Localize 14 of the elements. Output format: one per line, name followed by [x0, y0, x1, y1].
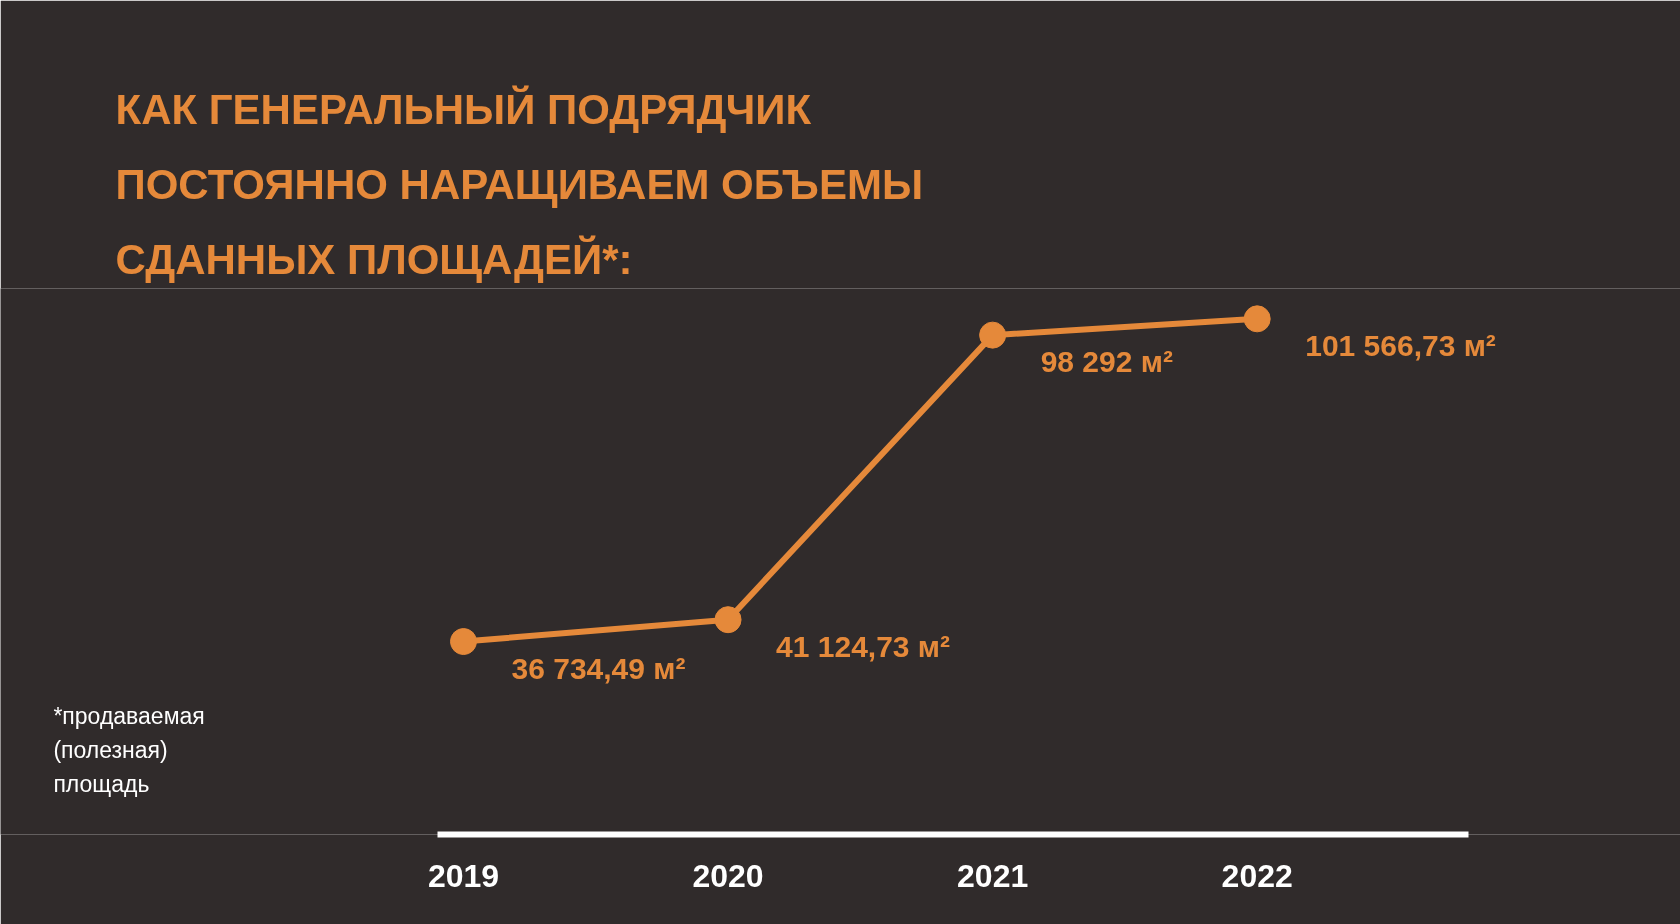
chart-title: КАК ГЕНЕРАЛЬНЫЙ ПОДРЯДЧИК ПОСТОЯННО НАРАЩИВАЕМ ОБЪЕМЫ СДАННЫХ ПЛОЩАДЕЙ*: [115, 85, 923, 284]
x-tick-label: 2022 [1221, 857, 1293, 894]
data-label: 36 734,49 м² [511, 651, 686, 685]
data-label: 101 566,73 м² [1305, 328, 1496, 362]
point [714, 606, 742, 634]
data-label: 41 124,73 м² [776, 629, 951, 663]
data-label: 98 292 м² [1040, 345, 1173, 379]
x-tick-label: 2021 [957, 857, 1029, 894]
point [979, 321, 1007, 349]
point [1243, 305, 1271, 333]
x-tick-label: 2019 [427, 857, 500, 894]
x-tick-label: 2020 [692, 857, 764, 894]
text: *продаваемая (полезная) площадь [53, 703, 205, 797]
point [449, 628, 477, 656]
